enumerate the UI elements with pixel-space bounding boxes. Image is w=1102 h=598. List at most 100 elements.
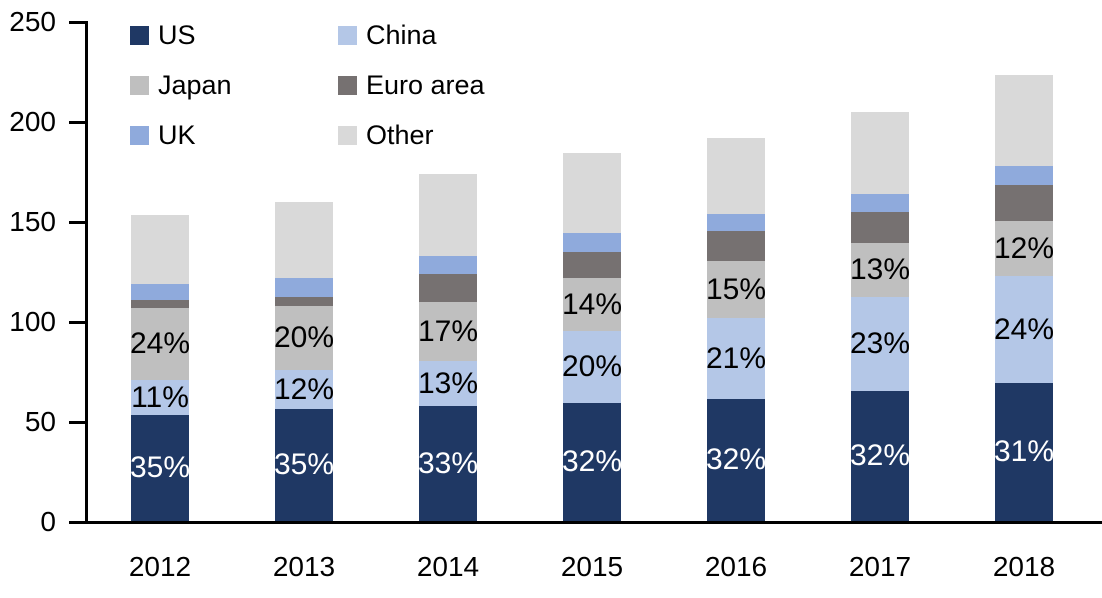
segment-label-japan-2013: 20% xyxy=(273,321,335,354)
y-tick-label: 150 xyxy=(9,206,56,237)
bar-segment-us-2018 xyxy=(995,383,1053,521)
bar-segment-euro-area-2012 xyxy=(131,300,189,308)
y-tick-label: 250 xyxy=(9,6,56,37)
bar-segment-us-2014 xyxy=(419,406,477,521)
bar-segment-uk-2015 xyxy=(563,233,621,252)
bar-segment-euro-area-2013 xyxy=(275,297,333,306)
bar-segment-uk-2014 xyxy=(419,256,477,274)
bar-segment-other-2017 xyxy=(851,112,909,194)
segment-label-china-2013: 12% xyxy=(273,372,335,406)
bar-segment-us-2015 xyxy=(563,403,621,521)
bar-segment-china-2012 xyxy=(131,380,189,415)
legend-label: China xyxy=(366,19,437,50)
legend-label: Euro area xyxy=(366,69,485,100)
bar-segment-japan-2015 xyxy=(563,278,621,331)
segment-label-us-2017: 32% xyxy=(849,439,911,472)
bar-segment-euro-area-2018 xyxy=(995,185,1053,221)
segment-label-us-2015: 32% xyxy=(561,445,623,478)
bar-segment-other-2015 xyxy=(563,153,621,233)
bar-segment-uk-2012 xyxy=(131,284,189,300)
bar-segment-us-2012 xyxy=(131,415,189,521)
segment-label-japan-2012: 24% xyxy=(129,327,191,360)
x-tick-label-2013: 2013 xyxy=(272,551,336,582)
segment-label-japan-2014: 17% xyxy=(417,314,479,348)
legend-label: UK xyxy=(158,119,196,150)
y-tick-label: 0 xyxy=(40,506,56,537)
bar-segment-china-2015 xyxy=(563,331,621,403)
segment-label-japan-2015: 14% xyxy=(561,287,623,321)
segment-label-japan-2016: 15% xyxy=(705,272,767,306)
legend-swatch-china-icon xyxy=(338,25,357,45)
legend-item-other: Other xyxy=(338,120,598,151)
segment-label-china-2018: 24% xyxy=(993,312,1055,346)
bar-segment-other-2014 xyxy=(419,174,477,256)
bar-segment-china-2013 xyxy=(275,370,333,409)
legend-item-euro-area: Euro area xyxy=(338,70,598,101)
x-tick-label-2016: 2016 xyxy=(704,551,768,582)
legend-swatch-uk-icon xyxy=(130,125,149,145)
segment-label-japan-2017: 13% xyxy=(849,253,911,286)
legend-swatch-euro-area-icon xyxy=(338,75,357,95)
segment-label-us-2014: 33% xyxy=(417,446,479,480)
segment-label-china-2012: 11% xyxy=(131,380,189,414)
bar-segment-euro-area-2015 xyxy=(563,252,621,278)
bar-segment-other-2016 xyxy=(707,138,765,214)
bar-segment-euro-area-2017 xyxy=(851,212,909,243)
legend-item-china: China xyxy=(338,20,598,51)
chart-legend: US China Japan Euro area UK Other xyxy=(130,10,598,160)
segment-label-japan-2018: 12% xyxy=(993,231,1055,265)
legend-label: US xyxy=(158,19,196,50)
y-axis-line xyxy=(85,21,88,524)
segment-label-china-2015: 20% xyxy=(561,350,623,383)
bar-segment-euro-area-2016 xyxy=(707,231,765,261)
y-tick-label: 200 xyxy=(9,106,56,137)
bar-segment-us-2017 xyxy=(851,391,909,521)
bar-segment-us-2013 xyxy=(275,409,333,521)
segment-label-china-2016: 21% xyxy=(705,341,767,375)
legend-swatch-japan-icon xyxy=(130,75,149,95)
segment-label-us-2013: 35% xyxy=(273,448,335,481)
x-axis-line xyxy=(85,521,1102,524)
segment-label-us-2012: 35% xyxy=(129,451,191,484)
bar-segment-china-2018 xyxy=(995,276,1053,383)
legend-swatch-other-icon xyxy=(338,125,357,145)
y-tick-mark xyxy=(69,421,85,424)
legend-label: Japan xyxy=(158,69,232,100)
bar-segment-japan-2014 xyxy=(419,302,477,361)
x-tick-label-2014: 2014 xyxy=(416,551,480,582)
bar-segment-china-2016 xyxy=(707,318,765,399)
y-tick-mark xyxy=(69,321,85,324)
y-tick-mark xyxy=(69,121,85,124)
bar-segment-other-2018 xyxy=(995,75,1053,166)
y-tick-mark xyxy=(69,21,85,24)
bar-segment-china-2014 xyxy=(419,361,477,406)
bar-segment-china-2017 xyxy=(851,297,909,391)
segment-label-us-2018: 31% xyxy=(993,435,1055,468)
x-tick-label-2018: 2018 xyxy=(992,551,1056,582)
bar-segment-uk-2013 xyxy=(275,278,333,297)
bar-segment-japan-2012 xyxy=(131,308,189,380)
legend-swatch-us-icon xyxy=(130,25,149,45)
bar-segment-uk-2017 xyxy=(851,194,909,212)
bar-segment-japan-2013 xyxy=(275,306,333,370)
x-tick-label-2012: 2012 xyxy=(128,551,192,582)
bar-segment-japan-2016 xyxy=(707,261,765,318)
segment-label-china-2017: 23% xyxy=(849,327,911,360)
x-tick-label-2015: 2015 xyxy=(560,551,624,582)
bar-segment-other-2013 xyxy=(275,202,333,278)
y-tick-label: 100 xyxy=(9,306,56,337)
legend-item-uk: UK xyxy=(130,120,338,151)
bar-segment-uk-2018 xyxy=(995,166,1053,185)
bar-segment-uk-2016 xyxy=(707,214,765,231)
bar-segment-us-2016 xyxy=(707,399,765,521)
legend-item-japan: Japan xyxy=(130,70,338,101)
legend-label: Other xyxy=(366,119,434,150)
bar-segment-euro-area-2014 xyxy=(419,274,477,302)
bar-segment-japan-2018 xyxy=(995,221,1053,276)
legend-item-us: US xyxy=(130,20,338,51)
y-tick-mark xyxy=(69,521,85,524)
y-tick-mark xyxy=(69,221,85,224)
x-tick-label-2017: 2017 xyxy=(848,551,912,582)
bar-segment-japan-2017 xyxy=(851,243,909,297)
